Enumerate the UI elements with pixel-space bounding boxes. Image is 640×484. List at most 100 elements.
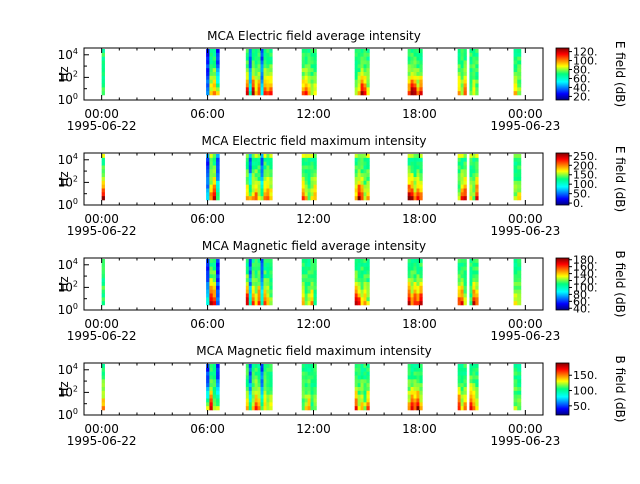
heatmap-cell: [360, 68, 364, 73]
heatmap-cell: [410, 375, 414, 380]
heatmap-cell: [363, 259, 367, 264]
heatmap-cell: [263, 406, 267, 411]
heatmap-cell: [360, 83, 364, 88]
heatmap-cell: [354, 383, 358, 388]
heatmap-cell: [263, 371, 267, 376]
heatmap-cell: [475, 406, 479, 411]
heatmap-cell: [313, 266, 317, 271]
heatmap-cell: [209, 188, 214, 193]
heatmap-cell: [257, 91, 261, 96]
heatmap-cell: [307, 383, 311, 388]
heatmap-cell: [301, 180, 305, 185]
heatmap-cell: [416, 394, 420, 399]
heatmap-cell: [101, 402, 105, 407]
heatmap-cell: [457, 60, 461, 65]
heatmap-cell: [269, 387, 273, 392]
heatmap-cell: [101, 375, 105, 380]
heatmap-cell: [357, 259, 361, 264]
heatmap-cell: [307, 262, 311, 267]
heatmap-cell: [216, 266, 220, 271]
heatmap-cell: [257, 177, 261, 182]
heatmap-cell: [307, 75, 311, 80]
heatmap-cell: [260, 79, 264, 84]
heatmap-cell: [266, 161, 270, 166]
heatmap-cell: [472, 83, 476, 88]
heatmap-cell: [206, 274, 210, 279]
heatmap-cell: [416, 282, 420, 287]
heatmap-cell: [416, 259, 420, 264]
heatmap-cell: [206, 60, 210, 65]
heatmap-cell: [410, 387, 414, 392]
heatmap-cell: [357, 52, 361, 57]
heatmap-cell: [463, 180, 467, 185]
heatmap-cell: [366, 192, 370, 197]
heatmap-cell: [245, 87, 250, 92]
heatmap-cell: [416, 91, 420, 96]
heatmap-cell: [216, 68, 220, 73]
heatmap-cell: [463, 364, 467, 369]
heatmap-cell: [257, 75, 261, 80]
heatmap-cell: [304, 64, 308, 69]
heatmap-cell: [354, 402, 358, 407]
heatmap-cell: [366, 180, 370, 185]
heatmap-cell: [357, 274, 361, 279]
heatmap-cell: [313, 161, 317, 166]
heatmap-cell: [419, 72, 423, 77]
heatmap-cell: [212, 289, 217, 294]
heatmap-cell: [216, 87, 220, 92]
heatmap-cell: [206, 390, 210, 395]
heatmap-cell: [457, 177, 461, 182]
heatmap-cell: [457, 52, 461, 57]
heatmap-cell: [366, 75, 370, 80]
heatmap-cell: [260, 68, 264, 73]
heatmap-cell: [260, 192, 264, 197]
heatmap-cell: [413, 278, 417, 283]
heatmap-cell: [212, 177, 217, 182]
heatmap-cell: [472, 87, 476, 92]
heatmap-cell: [475, 157, 479, 162]
heatmap-cell: [269, 180, 273, 185]
heatmap-cell: [209, 79, 214, 84]
heatmap-cell: [248, 161, 253, 166]
heatmap-cell: [472, 169, 476, 174]
heatmap-cell: [304, 285, 308, 290]
heatmap-cell: [251, 364, 255, 369]
heatmap-cell: [354, 91, 358, 96]
heatmap-cell: [410, 188, 414, 193]
heatmap-cell: [419, 91, 423, 96]
heatmap-cell: [269, 165, 273, 170]
heatmap-cell: [357, 289, 361, 294]
heatmap-cell: [269, 154, 273, 159]
y-tick-label: 104: [58, 257, 78, 272]
heatmap-cell: [463, 402, 467, 407]
heatmap-cell: [212, 293, 217, 298]
heatmap-cell: [413, 169, 417, 174]
heatmap-cell: [209, 83, 214, 88]
heatmap-cell: [413, 367, 417, 372]
heatmap-cell: [307, 154, 311, 159]
heatmap-cell: [269, 259, 273, 264]
heatmap-cell: [101, 60, 105, 65]
heatmap-cell: [472, 173, 476, 178]
heatmap-cell: [263, 68, 267, 73]
heatmap-cell: [263, 297, 267, 302]
heatmap-cell: [260, 379, 264, 384]
heatmap-cell: [363, 56, 367, 61]
heatmap-cell: [307, 274, 311, 279]
heatmap-cell: [209, 301, 214, 306]
heatmap-cell: [366, 383, 370, 388]
heatmap-cell: [310, 184, 314, 189]
heatmap-cell: [101, 169, 105, 174]
heatmap-cell: [469, 91, 473, 96]
heatmap-cell: [263, 177, 267, 182]
heatmap-cell: [360, 289, 364, 294]
heatmap-cell: [363, 60, 367, 65]
heatmap-cell: [216, 262, 220, 267]
heatmap-cell: [101, 196, 105, 201]
heatmap-cell: [366, 64, 370, 69]
heatmap-cell: [209, 375, 214, 380]
heatmap-cell: [357, 60, 361, 65]
heatmap-cell: [313, 379, 317, 384]
heatmap-cell: [475, 56, 479, 61]
heatmap-cell: [245, 390, 250, 395]
